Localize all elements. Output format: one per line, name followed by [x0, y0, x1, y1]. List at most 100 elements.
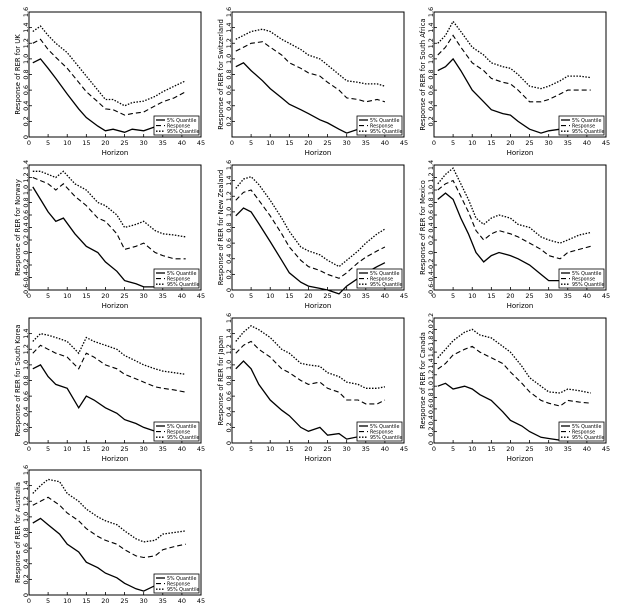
chart-5-series-0	[437, 192, 591, 282]
chart-5-xtick-label: 20	[506, 292, 514, 300]
chart-4-xtick-label: 10	[266, 292, 274, 300]
chart-7-series-2	[235, 325, 386, 389]
chart-3-xtick-label: 20	[101, 292, 109, 300]
chart-1-xtick-label: 40	[381, 139, 389, 147]
chart-2: 0 5 10 15 20 25 30 35 40 45 0.2 0.4 0.6 0.8 1.0 1.2 1.4 1…	[419, 7, 610, 157]
chart-4: 0 5 10 15 20 25 30 35 40 45 0 0.2 0.4 0.6 0.8 1.0 1.2 1.4…	[217, 160, 408, 310]
chart-7-xtick-label: 20	[304, 445, 312, 453]
chart-0-legend-label-1: Response	[167, 123, 190, 129]
chart-2-ytick-label: 1.2	[427, 38, 435, 48]
chart-3-ytick-label: 0.2	[22, 235, 30, 245]
chart-4-ytick-label: 0.4	[225, 254, 233, 264]
chart-6-xtick-label: 45	[197, 445, 205, 453]
chart-4-ytick-label: 1.4	[225, 175, 233, 185]
chart-6-xtick-label: 35	[159, 445, 167, 453]
chart-6-xtick-label: 30	[140, 445, 148, 453]
chart-1-ytick-label: 1.0	[225, 54, 233, 64]
chart-7-ylabel: Response of RER for Japan	[217, 336, 225, 426]
chart-3-xtick-label: 0	[27, 292, 31, 300]
chart-1-legend-label-0: 5% Quantile	[370, 118, 399, 124]
chart-7-legend-label-2: 95% Quantile	[370, 435, 403, 441]
chart-9-xtick-label: 10	[63, 597, 71, 605]
chart-0-xtick-label: 5	[46, 139, 50, 147]
chart-7-ytick-label: 1.2	[225, 344, 233, 354]
chart-2-ytick-label: 1.6	[427, 7, 435, 17]
chart-1-legend-box	[356, 115, 403, 136]
chart-5-ylabel: Response of RER for Mexico	[419, 180, 427, 275]
chart-0-xtick-label: 25	[120, 139, 128, 147]
chart-7-series-1	[235, 340, 386, 405]
chart-0-ytick-label: 0.2	[22, 116, 30, 126]
chart-6-ytick-label: 1.0	[22, 360, 30, 370]
chart-3-legend-label-2: 95% Quantile	[167, 282, 200, 288]
chart-8-xtick-label: 0	[432, 445, 436, 453]
chart-5-legend-box	[558, 268, 605, 289]
chart-0-ylabel: Response of RER for UK	[14, 34, 22, 115]
chart-1: 0 5 10 15 20 25 30 35 40 45 0.2 0.4 0.6 0.8 1.0 1.2 1.4 1…	[217, 7, 408, 157]
chart-8-ytick-label: 2.0	[427, 324, 435, 334]
chart-0-xtick-label: 40	[178, 139, 186, 147]
chart-0-ytick-label: 0.6	[22, 85, 30, 95]
chart-4-ytick-label: 0	[225, 288, 233, 292]
chart-1-ylabel: Response of RER for Switzerland	[217, 19, 225, 130]
chart-1-xtick-label: 15	[285, 139, 293, 147]
chart-8-ytick-label: 0.2	[427, 426, 435, 436]
chart-3-xtick-label: 5	[46, 292, 50, 300]
chart-8-xtick-label: 10	[468, 445, 476, 453]
chart-2-ytick-label: 1.0	[427, 54, 435, 64]
chart-6-ytick-label: 0.8	[22, 375, 30, 385]
chart-9-ytick-label: 1.2	[22, 496, 30, 506]
chart-2-xtick-label: 30	[545, 139, 553, 147]
chart-9-xtick-label: 45	[197, 597, 205, 605]
chart-5-legend-label-1: Response	[572, 276, 595, 282]
chart-9-ytick-label: 1.0	[22, 512, 30, 522]
chart-5-ytick-label: 0.4	[427, 222, 435, 232]
chart-5-xtick-label: 45	[602, 292, 610, 300]
chart-9-ytick-label: 1.4	[22, 480, 30, 490]
chart-8-ytick-label: 1.2	[427, 370, 435, 380]
chart-4-xtick-label: 0	[230, 292, 234, 300]
chart-9-ytick-label: 0.4	[22, 559, 30, 569]
chart-1-ytick-label: 1.4	[225, 22, 233, 32]
chart-8-xtick-label: 35	[564, 445, 572, 453]
chart-6-legend-label-1: Response	[167, 429, 190, 435]
chart-5-xtick-label: 10	[468, 292, 476, 300]
chart-5: 0 5 10 15 20 25 30 35 40 45 -0.6-0.4-0.2 0 0.2 0.4 0.6…	[419, 160, 610, 310]
chart-1-xtick-label: 35	[362, 139, 370, 147]
chart-3-ytick-label: 0.4	[22, 222, 30, 232]
chart-5-series-2	[437, 167, 591, 244]
chart-1-legend-label-2: 95% Quantile	[370, 129, 403, 135]
chart-1-ytick-label: 0.6	[225, 85, 233, 95]
chart-7-legend-label-1: Response	[370, 429, 393, 435]
chart-2-legend-label-1: Response	[572, 123, 595, 129]
chart-6-ytick-label: 0.6	[22, 391, 30, 401]
chart-2-xtick-label: 40	[583, 139, 591, 147]
chart-1-ytick-label: 1.6	[225, 7, 233, 17]
chart-4-xtick-label: 20	[304, 292, 312, 300]
chart-4-legend-box	[356, 268, 403, 289]
chart-5-ytick-label: 0	[427, 250, 435, 254]
chart-7-xtick-label: 35	[362, 445, 370, 453]
chart-3-series-1	[32, 176, 186, 260]
chart-3-xlabel: Horizon	[102, 302, 129, 310]
chart-4-xtick-label: 5	[249, 292, 253, 300]
chart-4-xlabel: Horizon	[305, 302, 332, 310]
chart-9-xtick-label: 40	[178, 597, 186, 605]
chart-9-legend-label-2: 95% Quantile	[167, 587, 200, 593]
chart-9-xtick-label: 25	[120, 597, 128, 605]
chart-8-ytick-label: 0.6	[427, 404, 435, 414]
chart-8-xtick-label: 45	[602, 445, 610, 453]
chart-9-xtick-label: 0	[27, 597, 31, 605]
chart-9-series-1	[32, 496, 186, 559]
chart-6-legend-box	[153, 421, 200, 442]
chart-6-xtick-label: 25	[120, 445, 128, 453]
chart-4-xtick-label: 15	[285, 292, 293, 300]
chart-3-xtick-label: 40	[178, 292, 186, 300]
chart-3-series-2	[32, 170, 186, 238]
chart-4-ytick-label: 1.6	[225, 160, 233, 170]
